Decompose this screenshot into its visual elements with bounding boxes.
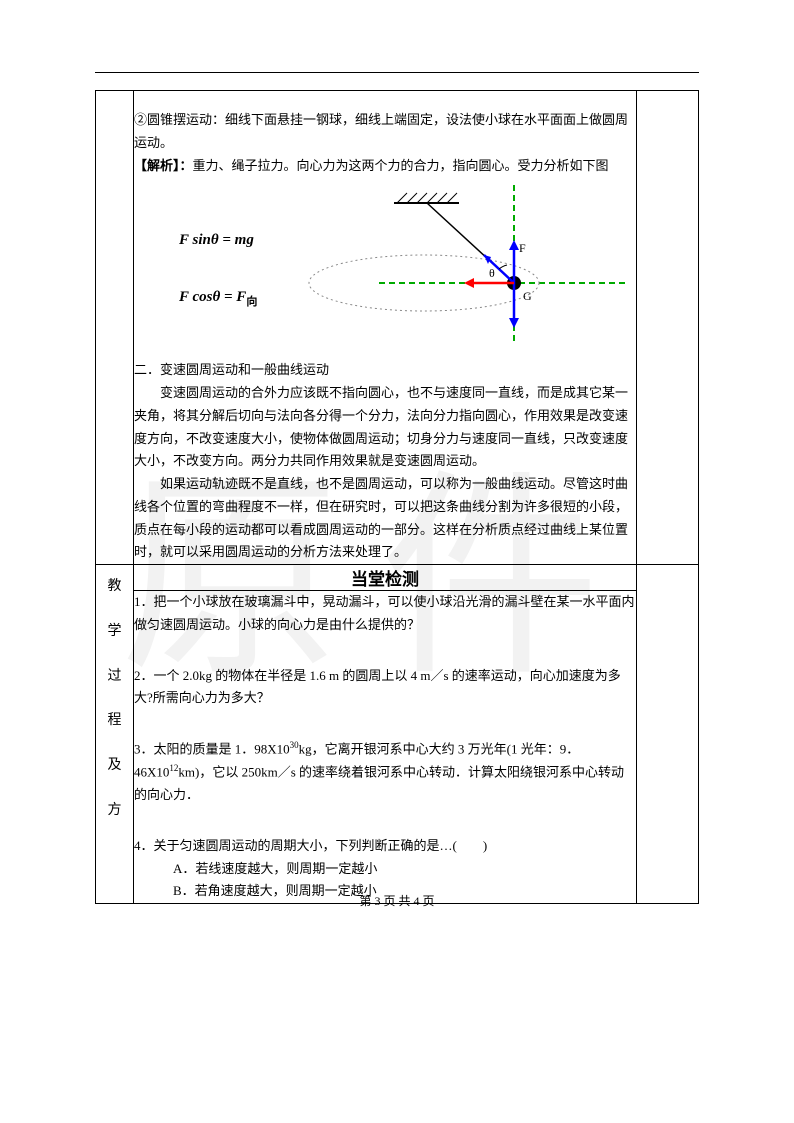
- question-1: 1．把一个小球放在玻璃漏斗中，晃动漏斗，可以使小球沿光滑的漏斗壁在某一水平面内做…: [134, 591, 636, 637]
- right-empty-cell-2: [637, 565, 699, 904]
- left-label-2: 学: [96, 610, 133, 655]
- left-label-4: 程: [96, 699, 133, 744]
- label-G: G: [523, 289, 532, 303]
- right-empty-cell-1: [637, 91, 699, 565]
- left-label-6: 方: [96, 789, 133, 834]
- left-label-cell: 教 学 过 程 及 方: [96, 565, 134, 904]
- analysis-label: 【解析】：: [134, 158, 193, 173]
- formula-block: F sinθ = mg F cosθ = F向: [179, 227, 257, 312]
- question-2: 2．一个 2.0kg 的物体在半径是 1.6 m 的圆周上以 4 m／s 的速率…: [134, 665, 636, 711]
- para-cone: ②圆锥摆运动：细线下面悬挂一钢球，细线上端固定，设法使小球在水平面面上做圆周运动…: [134, 109, 636, 155]
- content-cell-top: ②圆锥摆运动：细线下面悬挂一钢球，细线上端固定，设法使小球在水平面面上做圆周运动…: [134, 91, 637, 565]
- label-F: F: [519, 241, 526, 255]
- analysis-text: 重力、绳子拉力。向心力为这两个力的合力，指向圆心。受力分析如下图: [193, 158, 609, 173]
- main-layout-table: ②圆锥摆运动：细线下面悬挂一钢球，细线上端固定，设法使小球在水平面面上做圆周运动…: [95, 90, 699, 904]
- para-analysis: 【解析】：重力、绳子拉力。向心力为这两个力的合力，指向圆心。受力分析如下图: [134, 155, 636, 178]
- formula-2: F cosθ = F向: [179, 284, 257, 312]
- q4-option-b: B．若角速度越大，则周期一定越小: [134, 880, 636, 903]
- question-3: 3．太阳的质量是 1．98X1030kg，它离开银河系中心大约 3 万光年(1 …: [134, 738, 636, 807]
- left-label-3: 过: [96, 655, 133, 700]
- pendulum-svg: θ F G: [289, 185, 629, 345]
- label-theta: θ: [489, 266, 495, 280]
- pendulum-diagram: F sinθ = mg F cosθ = F向: [134, 185, 636, 345]
- header-rule: [95, 72, 699, 73]
- question-4: 4．关于匀速圆周运动的周期大小，下列判断正确的是…( ) A．若线速度越大，则周…: [134, 835, 636, 903]
- formula-1: F sinθ = mg: [179, 227, 257, 253]
- left-empty-cell: [96, 91, 134, 565]
- test-title: 当堂检测: [134, 565, 637, 591]
- para-general-curve: 如果运动轨迹既不是直线，也不是圆周运动，可以称为一般曲线运动。尽管这时曲线各个位…: [134, 473, 636, 564]
- theta-arc: [499, 265, 507, 269]
- questions-cell: 1．把一个小球放在玻璃漏斗中，晃动漏斗，可以使小球沿光滑的漏斗壁在某一水平面内做…: [134, 591, 637, 904]
- para-variable-circular: 变速圆周运动的合外力应该既不指向圆心，也不与速度同一直线，而是成其它某一夹角，将…: [134, 382, 636, 473]
- ceiling-hatch: [394, 193, 459, 203]
- q4-option-a: A．若线速度越大，则周期一定越小: [134, 858, 636, 881]
- q4-stem: 4．关于匀速圆周运动的周期大小，下列判断正确的是…( ): [134, 835, 636, 858]
- heading-section2: 二．变速圆周运动和一般曲线运动: [134, 359, 636, 382]
- left-label-5: 及: [96, 744, 133, 789]
- left-label-1: 教: [96, 565, 133, 610]
